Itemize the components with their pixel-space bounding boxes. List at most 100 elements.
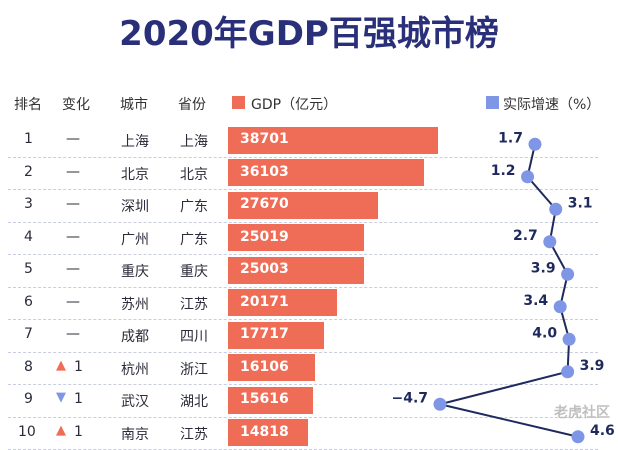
growth-label: 3.4 — [523, 293, 548, 309]
growth-label: 1.7 — [498, 130, 523, 146]
rank-cell: 3 — [24, 196, 33, 213]
watermark-text: 老虎社区 — [554, 405, 610, 421]
change-cell: — — [66, 163, 80, 180]
city-cell: 北京 — [121, 166, 149, 183]
page-title: 2020年GDP百强城市榜 — [119, 14, 499, 54]
city-cell: 杭州 — [121, 361, 149, 378]
gdp-value-label: 17717 — [240, 326, 289, 343]
rank-cell: 6 — [24, 293, 33, 310]
gdp-value-label: 38701 — [240, 131, 289, 148]
gdp-legend-swatch — [232, 96, 245, 109]
change-cell: 1 — [74, 358, 83, 375]
arrow-up-icon: ▲ — [56, 422, 66, 438]
gdp-value-label: 20171 — [240, 293, 289, 310]
header-gdp: GDP（亿元） — [251, 97, 338, 113]
growth-label: −4.7 — [391, 390, 428, 406]
change-cell: — — [66, 293, 80, 310]
growth-label: 4.0 — [532, 325, 557, 341]
growth-label: 4.6 — [590, 423, 615, 439]
header-province: 省份 — [178, 97, 206, 113]
change-cell: — — [66, 261, 80, 278]
growth-point — [543, 235, 557, 249]
change-cell: 1 — [74, 423, 83, 440]
province-cell: 浙江 — [180, 361, 208, 378]
row-divider — [8, 189, 598, 190]
city-cell: 重庆 — [121, 264, 149, 281]
gdp-value-label: 16106 — [240, 358, 289, 375]
growth-point — [561, 267, 575, 281]
city-cell: 深圳 — [121, 199, 149, 216]
gdp-bar — [228, 159, 424, 187]
gdp-value-label: 15616 — [240, 391, 289, 408]
growth-legend-swatch — [486, 96, 499, 109]
gdp-bar — [228, 126, 438, 154]
gdp-bar — [228, 289, 338, 317]
change-cell: — — [66, 228, 80, 245]
row-divider — [8, 384, 598, 385]
growth-label: 1.2 — [491, 163, 516, 179]
rank-cell: 1 — [24, 131, 33, 148]
gdp-value-label: 25019 — [240, 228, 289, 245]
row-divider — [8, 416, 598, 418]
gdp-bar — [228, 354, 316, 382]
growth-label: 3.1 — [568, 195, 593, 211]
city-cell: 武汉 — [121, 394, 149, 411]
header-rank: 排名 — [14, 97, 42, 113]
rank-cell: 8 — [24, 358, 33, 375]
province-cell: 江苏 — [180, 296, 208, 313]
province-cell: 重庆 — [180, 264, 208, 281]
province-cell: 湖北 — [180, 394, 208, 411]
row-divider — [8, 254, 598, 255]
growth-line — [439, 144, 579, 438]
gdp-value-label: 14818 — [240, 423, 289, 440]
growth-point — [521, 170, 535, 184]
growth-point — [528, 137, 542, 151]
gdp-value-label: 27670 — [240, 196, 289, 213]
city-cell: 南京 — [121, 426, 149, 443]
gdp-bar — [228, 256, 364, 284]
header-city: 城市 — [120, 97, 148, 113]
gdp-bar — [228, 419, 309, 447]
gdp-bar — [228, 224, 364, 252]
gdp-bar — [228, 191, 379, 219]
row-divider — [8, 286, 598, 288]
province-cell: 北京 — [180, 166, 208, 183]
city-cell: 广州 — [121, 231, 149, 248]
growth-label: 3.9 — [580, 358, 605, 374]
growth-point — [561, 365, 575, 379]
province-cell: 上海 — [180, 134, 208, 151]
gdp-value-label: 36103 — [240, 163, 289, 180]
growth-point — [549, 202, 563, 216]
growth-label: 3.9 — [531, 260, 556, 276]
rank-cell: 10 — [18, 423, 36, 440]
gdp-value-label: 25003 — [240, 261, 289, 278]
growth-label: 2.7 — [513, 228, 538, 244]
rank-cell: 5 — [24, 261, 33, 278]
province-cell: 四川 — [180, 329, 208, 346]
row-divider — [8, 351, 598, 353]
row-divider — [8, 156, 598, 158]
change-cell: — — [66, 326, 80, 343]
gdp-bar — [228, 321, 325, 349]
province-cell: 广东 — [180, 199, 208, 216]
growth-point — [571, 430, 585, 444]
rank-cell: 2 — [24, 163, 33, 180]
city-cell: 苏州 — [121, 296, 149, 313]
change-cell: — — [66, 196, 80, 213]
change-cell: — — [66, 131, 80, 148]
growth-point — [433, 397, 447, 411]
province-cell: 广东 — [180, 231, 208, 248]
rank-cell: 9 — [24, 391, 33, 408]
city-cell: 上海 — [121, 134, 149, 151]
change-cell: 1 — [74, 391, 83, 408]
row-divider — [8, 319, 598, 320]
arrow-up-icon: ▲ — [56, 357, 66, 373]
row-divider — [8, 221, 598, 223]
growth-point — [562, 332, 576, 346]
arrow-down-icon: ▼ — [56, 390, 66, 406]
city-cell: 成都 — [121, 329, 149, 346]
rank-cell: 4 — [24, 228, 33, 245]
gdp-bar — [228, 386, 313, 414]
header-change: 变化 — [62, 97, 90, 113]
